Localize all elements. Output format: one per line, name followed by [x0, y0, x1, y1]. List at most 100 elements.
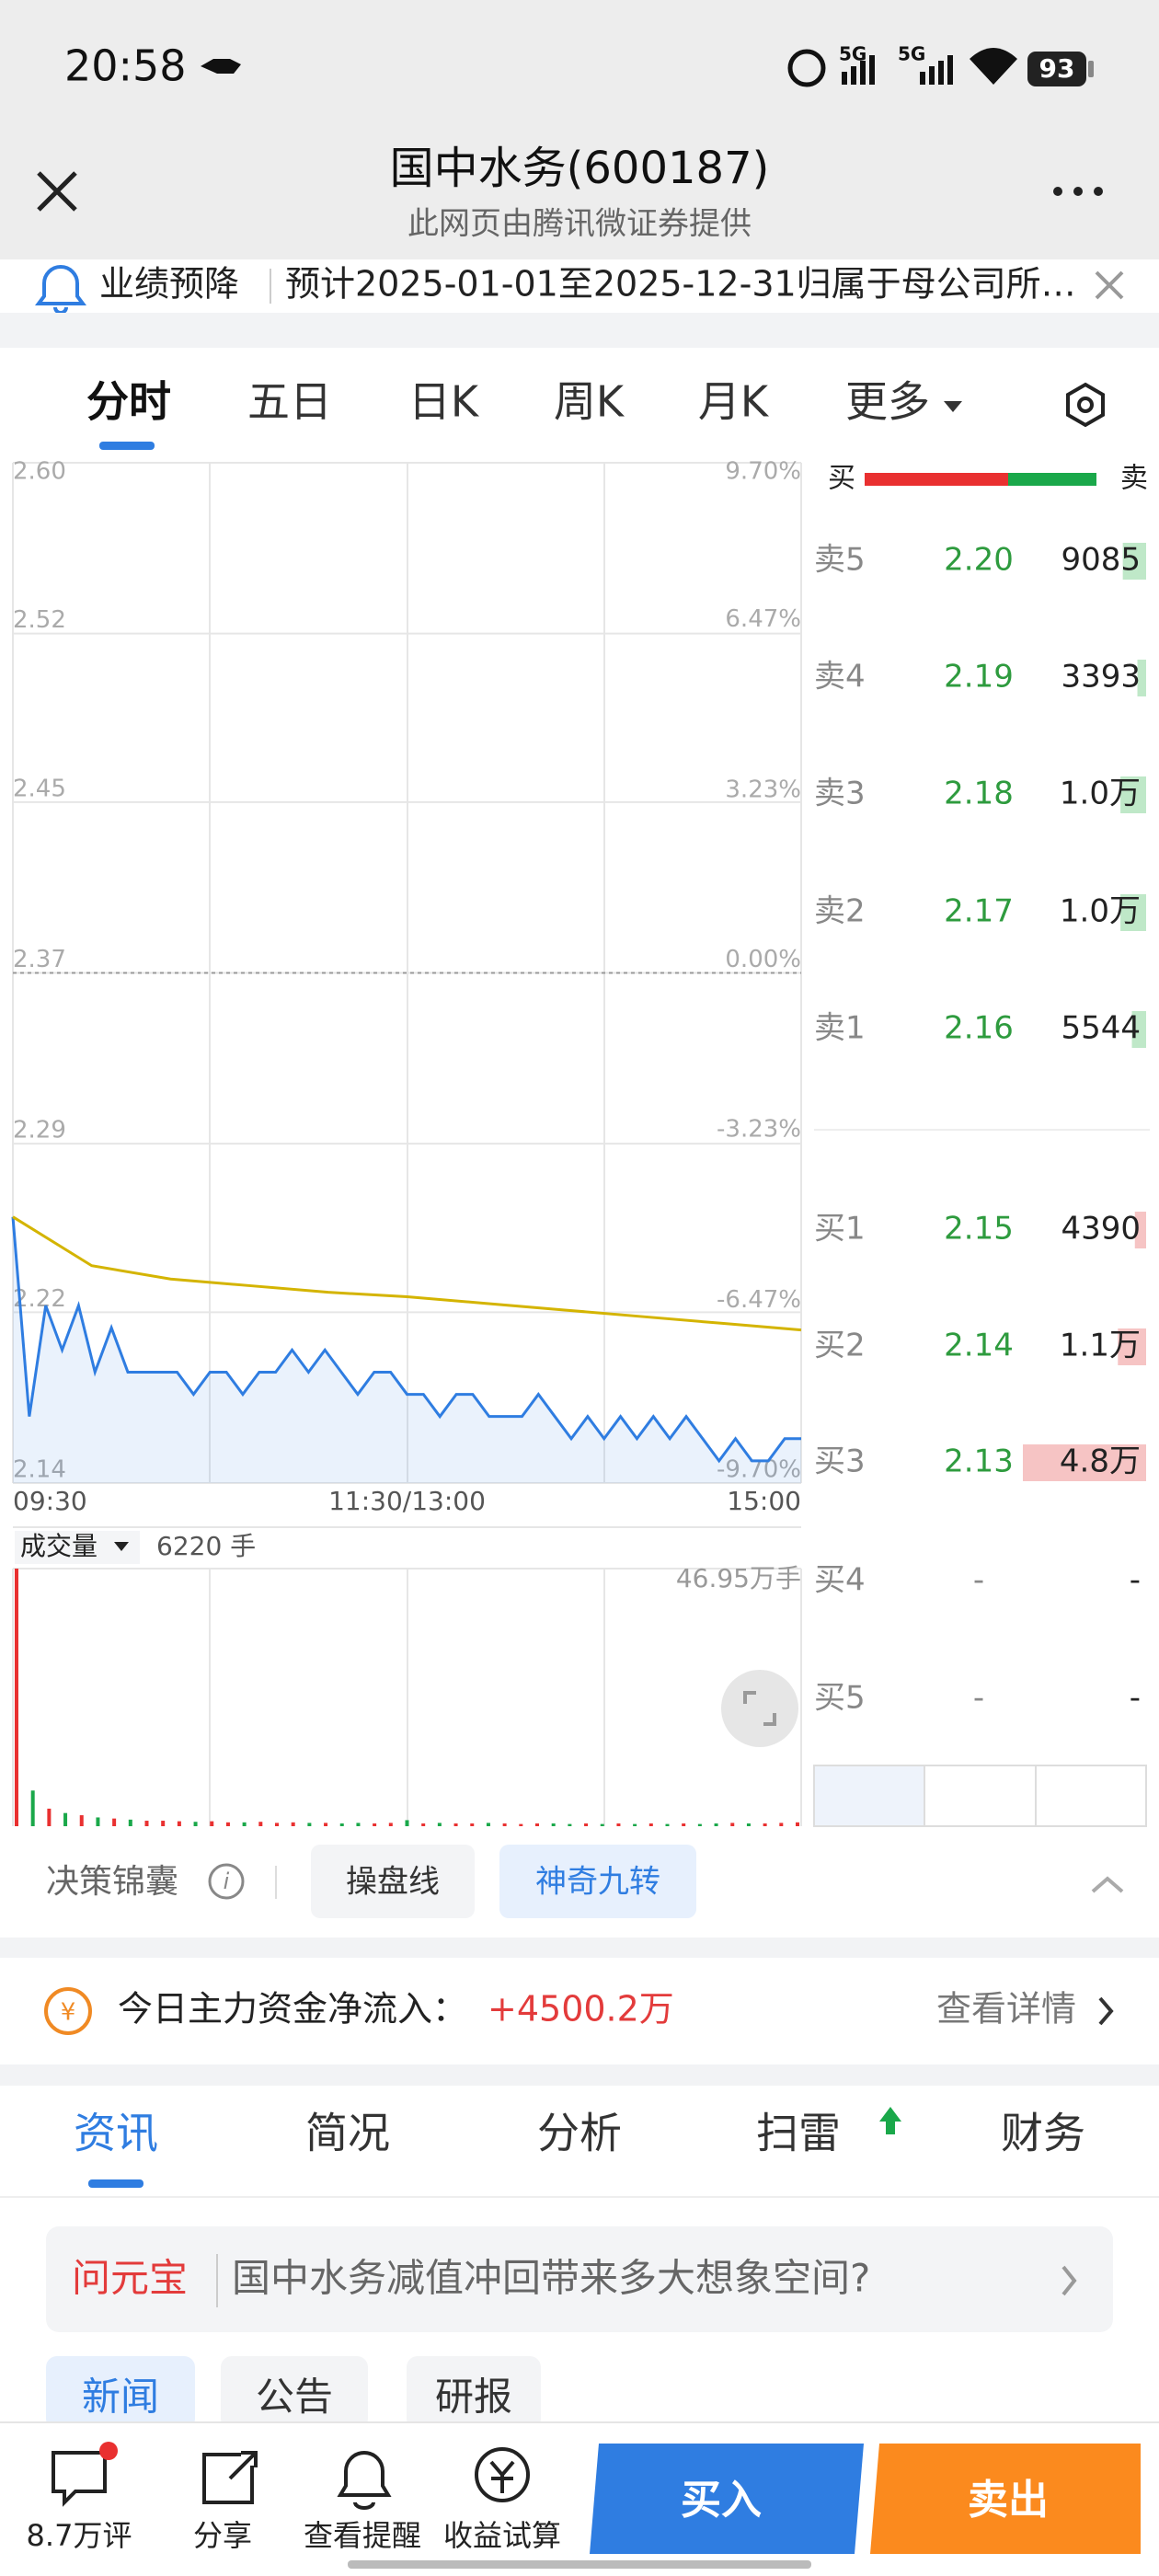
book-level: 卖2: [814, 893, 866, 930]
info-tab[interactable]: 简况: [305, 2109, 390, 2158]
more-button[interactable]: [1053, 187, 1103, 196]
ai-brand: 问元宝: [72, 2256, 188, 2301]
fund-flow-link[interactable]: 查看详情: [936, 1989, 1076, 2030]
tools-label: 决策锦囊: [46, 1863, 178, 1901]
sub-tab[interactable]: 公告: [256, 2375, 333, 2420]
sub-tabs: 新闻 公告 研报: [46, 2356, 541, 2430]
gap: [0, 1938, 1159, 1958]
sub-tab[interactable]: 研报: [435, 2375, 512, 2420]
volume-bar: [356, 1823, 361, 1826]
notice-bar[interactable]: [0, 259, 1159, 313]
y-tick-label: 2.45: [13, 775, 66, 802]
book-level: 买4: [814, 1562, 866, 1599]
notice-text: 预计2025-01-01至2025-12-31归属于母公司所…: [285, 264, 1076, 305]
book-level: 买2: [814, 1328, 866, 1364]
info-tab[interactable]: 资讯: [74, 2109, 158, 2158]
bottom-action[interactable]: 分享: [193, 2518, 252, 2553]
expand-icon: [743, 1691, 776, 1726]
chart-tab[interactable]: 日K: [408, 377, 480, 427]
info-tab[interactable]: 财务: [1001, 2109, 1085, 2158]
bottom-action[interactable]: 8.7万评: [27, 2518, 132, 2553]
network-label: 5G: [898, 43, 925, 65]
tool-button-label: 神奇九转: [535, 1864, 660, 1901]
sub-tab-bg[interactable]: [46, 2356, 195, 2430]
bottom-action[interactable]: 收益试算: [443, 2518, 561, 2553]
chart-tab[interactable]: 月K: [698, 377, 770, 427]
collapse-icon[interactable]: [1091, 1876, 1124, 1893]
sub-tab-bg[interactable]: [407, 2356, 541, 2430]
buy-button[interactable]: [590, 2444, 864, 2554]
volume-bar: [161, 1821, 166, 1826]
volume-bar: [470, 1823, 475, 1826]
ai-box[interactable]: [46, 2226, 1113, 2332]
volume-bar: [1023, 1444, 1146, 1481]
volume-bar: [388, 1823, 393, 1826]
volume-bar: [242, 1822, 247, 1826]
book-header-buy: 买: [828, 463, 855, 495]
x-tick-label: 09:30: [13, 1486, 87, 1516]
volume-bar: [144, 1821, 149, 1826]
volume-bar: [177, 1821, 181, 1826]
signal-icon: [842, 55, 875, 85]
book-price: 2.18: [944, 776, 1014, 812]
volume-bar: [648, 1823, 653, 1826]
chart-tab[interactable]: 更多: [845, 377, 930, 427]
volume-bar: [502, 1823, 507, 1826]
notice-close[interactable]: [1095, 270, 1124, 300]
volume-bar: [730, 1823, 735, 1826]
ratio-bar-sell: [1008, 473, 1096, 486]
home-indicator: [348, 2560, 811, 2569]
volume-bar: [796, 1822, 799, 1826]
volume-layer: 46.95万手: [15, 1563, 801, 1826]
chevron: [1061, 2265, 1077, 2296]
price-line: [11, 1216, 801, 1464]
volume-bar: [633, 1823, 637, 1826]
volume-label: 成交量: [20, 1531, 98, 1561]
chart-tab[interactable]: 周K: [554, 377, 625, 427]
info-tab[interactable]: 扫雷: [756, 2109, 841, 2158]
tool-button[interactable]: [311, 1845, 475, 1918]
volume-bar: [63, 1812, 68, 1826]
book-tab-active: [815, 1766, 924, 1825]
book-level: 买1: [814, 1211, 866, 1248]
page-title: 国中水务(600187): [390, 143, 770, 194]
ratio-bar-buy: [865, 473, 1008, 486]
expand-button[interactable]: [721, 1670, 798, 1747]
settings-icon[interactable]: [1066, 382, 1105, 428]
volume-bar: [763, 1823, 767, 1826]
badge: [99, 2442, 118, 2460]
sub-tab-bg[interactable]: [221, 2356, 368, 2430]
x-tick-label: 15:00: [727, 1486, 801, 1516]
book-price: 2.17: [944, 893, 1014, 930]
status-icon: [201, 59, 241, 74]
chart-tab[interactable]: 分时: [86, 377, 171, 427]
volume-bar: [1137, 660, 1146, 696]
money-icon-glyph: ¥: [61, 1999, 76, 2027]
info-icon[interactable]: [208, 1863, 245, 1900]
dropdown-arrow: [114, 1542, 129, 1551]
close-button[interactable]: [37, 171, 77, 212]
bottom-action[interactable]: 查看提醒: [304, 2518, 421, 2553]
chart-tab[interactable]: 五日: [247, 377, 332, 427]
chart-tabs: 分时 五日 日K 周K 月K 更多: [86, 377, 930, 427]
volume-bar: [1122, 543, 1146, 580]
volume-bar: [746, 1823, 751, 1826]
book-volume: 4.8万: [1060, 1443, 1141, 1480]
sell-button[interactable]: [870, 2444, 1141, 2554]
tool-button-active[interactable]: [499, 1845, 696, 1918]
y2-tick-label: 9.70%: [725, 458, 801, 486]
top-background: [0, 0, 1159, 259]
book-volume: -: [1130, 1680, 1141, 1717]
book-header-sell: 卖: [1120, 463, 1148, 495]
volume-bar: [665, 1823, 670, 1826]
bottom-icons: [52, 2447, 530, 2510]
book-level: 卖5: [814, 542, 866, 579]
sell-label: 卖出: [968, 2477, 1049, 2524]
volume-bar: [714, 1823, 718, 1826]
info-tab[interactable]: 分析: [537, 2109, 622, 2158]
volume-bar: [128, 1819, 132, 1826]
volume-bar: [421, 1823, 426, 1826]
sub-tab[interactable]: 新闻: [82, 2375, 159, 2420]
